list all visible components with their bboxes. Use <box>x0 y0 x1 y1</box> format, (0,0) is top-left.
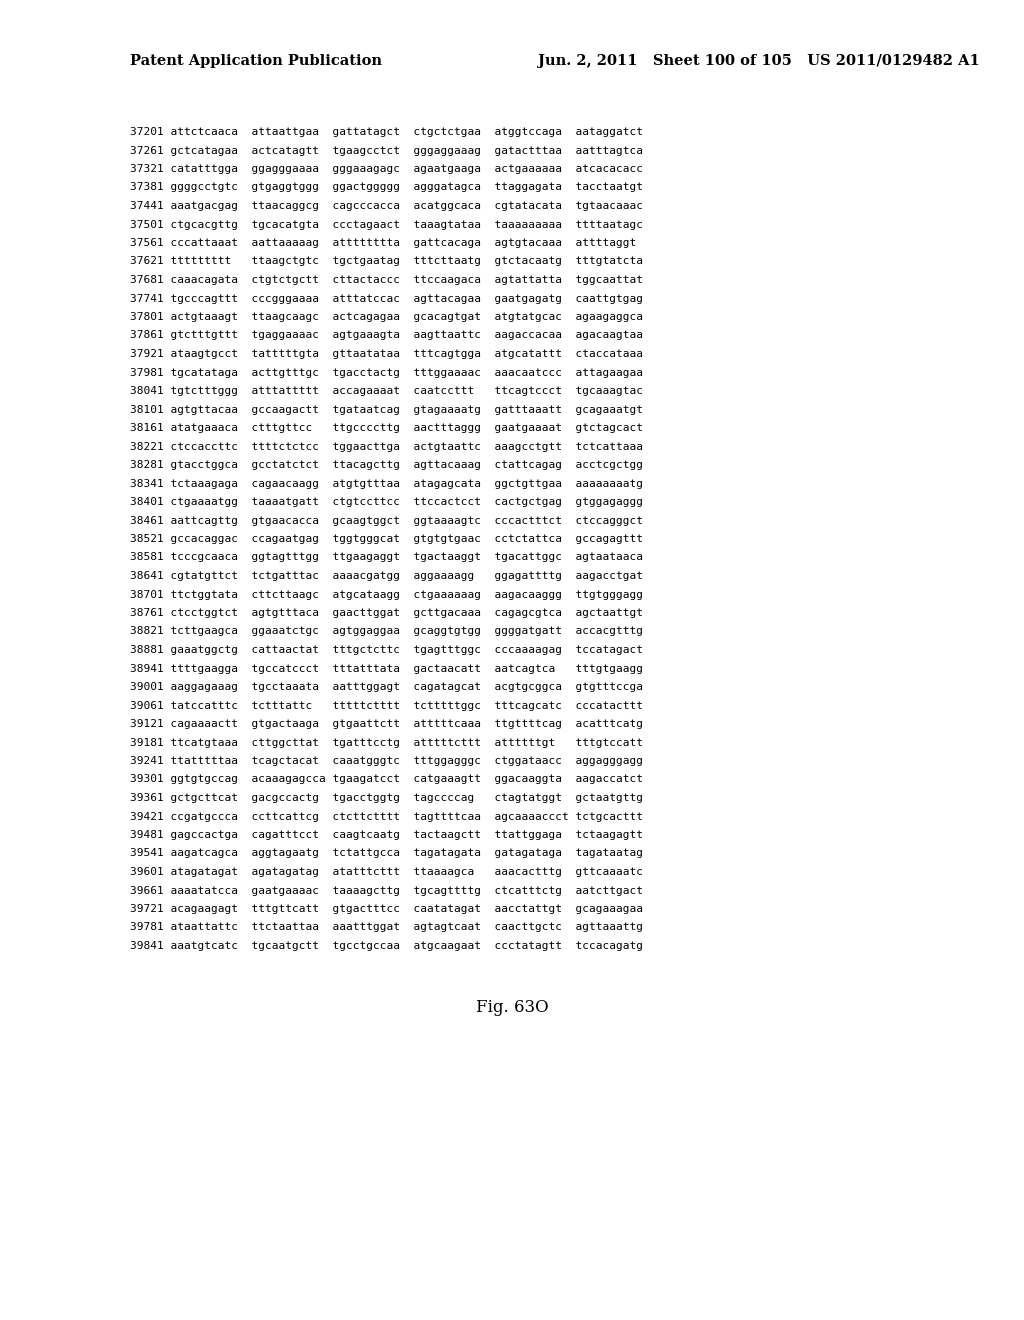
Text: 39481 gagccactga  cagatttcct  caagtcaatg  tactaagctt  ttattggaga  tctaagagtt: 39481 gagccactga cagatttcct caagtcaatg t… <box>130 830 643 840</box>
Text: 39181 ttcatgtaaa  cttggcttat  tgatttcctg  atttttcttt  attttttgt   tttgtccatt: 39181 ttcatgtaaa cttggcttat tgatttcctg a… <box>130 738 643 747</box>
Text: 38641 cgtatgttct  tctgatttac  aaaacgatgg  aggaaaagg   ggagattttg  aagacctgat: 38641 cgtatgttct tctgatttac aaaacgatgg a… <box>130 572 643 581</box>
Text: 39781 ataattattc  ttctaattaa  aaatttggat  agtagtcaat  caacttgctc  agttaaattg: 39781 ataattattc ttctaattaa aaatttggat a… <box>130 923 643 932</box>
Text: 38041 tgtctttggg  atttattttt  accagaaaat  caatccttt   ttcagtccct  tgcaaagtac: 38041 tgtctttggg atttattttt accagaaaat c… <box>130 385 643 396</box>
Text: 37801 actgtaaagt  ttaagcaagc  actcagagaa  gcacagtgat  atgtatgcac  agaagaggca: 37801 actgtaaagt ttaagcaagc actcagagaa g… <box>130 312 643 322</box>
Text: 38341 tctaaagaga  cagaacaagg  atgtgtttaa  atagagcata  ggctgttgaa  aaaaaaaatg: 38341 tctaaagaga cagaacaagg atgtgtttaa a… <box>130 479 643 488</box>
Text: 37261 gctcatagaa  actcatagtt  tgaagcctct  gggaggaaag  gatactttaa  aatttagtca: 37261 gctcatagaa actcatagtt tgaagcctct g… <box>130 145 643 156</box>
Text: 38401 ctgaaaatgg  taaaatgatt  ctgtccttcc  ttccactcct  cactgctgag  gtggagaggg: 38401 ctgaaaatgg taaaatgatt ctgtccttcc t… <box>130 498 643 507</box>
Text: 37981 tgcatataga  acttgtttgc  tgacctactg  tttggaaaac  aaacaatccc  attagaagaa: 37981 tgcatataga acttgtttgc tgacctactg t… <box>130 367 643 378</box>
Text: 38521 gccacaggac  ccagaatgag  tggtgggcat  gtgtgtgaac  cctctattca  gccagagttt: 38521 gccacaggac ccagaatgag tggtgggcat g… <box>130 535 643 544</box>
Text: 38821 tcttgaagca  ggaaatctgc  agtggaggaa  gcaggtgtgg  ggggatgatt  accacgtttg: 38821 tcttgaagca ggaaatctgc agtggaggaa g… <box>130 627 643 636</box>
Text: 37681 caaacagata  ctgtctgctt  cttactaccc  ttccaagaca  agtattatta  tggcaattat: 37681 caaacagata ctgtctgctt cttactaccc t… <box>130 275 643 285</box>
Text: Fig. 63O: Fig. 63O <box>476 999 548 1016</box>
Text: 39721 acagaagagt  tttgttcatt  gtgactttcc  caatatagat  aacctattgt  gcagaaagaa: 39721 acagaagagt tttgttcatt gtgactttcc c… <box>130 904 643 913</box>
Text: 37321 catatttgga  ggagggaaaa  gggaaagagc  agaatgaaga  actgaaaaaa  atcacacacc: 37321 catatttgga ggagggaaaa gggaaagagc a… <box>130 164 643 174</box>
Text: 37201 attctcaaca  attaattgaa  gattatagct  ctgctctgaa  atggtccaga  aataggatct: 37201 attctcaaca attaattgaa gattatagct c… <box>130 127 643 137</box>
Text: 37921 ataagtgcct  tatttttgta  gttaatataa  tttcagtgga  atgcatattt  ctaccataaa: 37921 ataagtgcct tatttttgta gttaatataa t… <box>130 348 643 359</box>
Text: 38881 gaaatggctg  cattaactat  tttgctcttc  tgagtttggc  cccaaaagag  tccatagact: 38881 gaaatggctg cattaactat tttgctcttc t… <box>130 645 643 655</box>
Text: 37621 ttttttttt   ttaagctgtc  tgctgaatag  tttcttaatg  gtctacaatg  tttgtatcta: 37621 ttttttttt ttaagctgtc tgctgaatag tt… <box>130 256 643 267</box>
Text: 39541 aagatcagca  aggtagaatg  tctattgcca  tagatagata  gatagataga  tagataatag: 39541 aagatcagca aggtagaatg tctattgcca t… <box>130 849 643 858</box>
Text: 39241 ttatttttaa  tcagctacat  caaatgggtc  tttggagggc  ctggataacc  aggagggagg: 39241 ttatttttaa tcagctacat caaatgggtc t… <box>130 756 643 766</box>
Text: 38461 aattcagttg  gtgaacacca  gcaagtggct  ggtaaaagtc  cccactttct  ctccagggct: 38461 aattcagttg gtgaacacca gcaagtggct g… <box>130 516 643 525</box>
Text: 38281 gtacctggca  gcctatctct  ttacagcttg  agttacaaag  ctattcagag  acctcgctgg: 38281 gtacctggca gcctatctct ttacagcttg a… <box>130 459 643 470</box>
Text: 39301 ggtgtgccag  acaaagagcca tgaagatcct  catgaaagtt  ggacaaggta  aagaccatct: 39301 ggtgtgccag acaaagagcca tgaagatcct … <box>130 775 643 784</box>
Text: 38761 ctcctggtct  agtgtttaca  gaacttggat  gcttgacaaa  cagagcgtca  agctaattgt: 38761 ctcctggtct agtgtttaca gaacttggat g… <box>130 609 643 618</box>
Text: 39661 aaaatatcca  gaatgaaaac  taaaagcttg  tgcagttttg  ctcatttctg  aatcttgact: 39661 aaaatatcca gaatgaaaac taaaagcttg t… <box>130 886 643 895</box>
Text: 38701 ttctggtata  cttcttaagc  atgcataagg  ctgaaaaaag  aagacaaggg  ttgtgggagg: 38701 ttctggtata cttcttaagc atgcataagg c… <box>130 590 643 599</box>
Text: 37441 aaatgacgag  ttaacaggcg  cagcccacca  acatggcaca  cgtatacata  tgtaacaaac: 37441 aaatgacgag ttaacaggcg cagcccacca a… <box>130 201 643 211</box>
Text: 37741 tgcccagttt  cccgggaaaa  atttatccac  agttacagaa  gaatgagatg  caattgtgag: 37741 tgcccagttt cccgggaaaa atttatccac a… <box>130 293 643 304</box>
Text: Jun. 2, 2011   Sheet 100 of 105   US 2011/0129482 A1: Jun. 2, 2011 Sheet 100 of 105 US 2011/01… <box>539 54 980 69</box>
Text: 38581 tcccgcaaca  ggtagtttgg  ttgaagaggt  tgactaaggt  tgacattggc  agtaataaca: 38581 tcccgcaaca ggtagtttgg ttgaagaggt t… <box>130 553 643 562</box>
Text: Patent Application Publication: Patent Application Publication <box>130 54 382 69</box>
Text: 37561 cccattaaat  aattaaaaag  atttttttta  gattcacaga  agtgtacaaa  attttaggt: 37561 cccattaaat aattaaaaag atttttttta g… <box>130 238 636 248</box>
Text: 38101 agtgttacaa  gccaagactt  tgataatcag  gtagaaaatg  gatttaaatt  gcagaaatgt: 38101 agtgttacaa gccaagactt tgataatcag g… <box>130 404 643 414</box>
Text: 38161 atatgaaaca  ctttgttcc   ttgccccttg  aactttaggg  gaatgaaaat  gtctagcact: 38161 atatgaaaca ctttgttcc ttgccccttg aa… <box>130 422 643 433</box>
Text: 39001 aaggagaaag  tgcctaaata  aatttggagt  cagatagcat  acgtgcggca  gtgtttccga: 39001 aaggagaaag tgcctaaata aatttggagt c… <box>130 682 643 692</box>
Text: 37501 ctgcacgttg  tgcacatgta  ccctagaact  taaagtataa  taaaaaaaaa  ttttaatagc: 37501 ctgcacgttg tgcacatgta ccctagaact t… <box>130 219 643 230</box>
Text: 37381 ggggcctgtc  gtgaggtggg  ggactggggg  agggatagca  ttaggagata  tacctaatgt: 37381 ggggcctgtc gtgaggtggg ggactggggg a… <box>130 182 643 193</box>
Text: 39601 atagatagat  agatagatag  atatttcttt  ttaaaagca   aaacactttg  gttcaaaatc: 39601 atagatagat agatagatag atatttcttt t… <box>130 867 643 876</box>
Text: 39841 aaatgtcatc  tgcaatgctt  tgcctgccaa  atgcaagaat  ccctatagtt  tccacagatg: 39841 aaatgtcatc tgcaatgctt tgcctgccaa a… <box>130 941 643 950</box>
Text: 39421 ccgatgccca  ccttcattcg  ctcttctttt  tagttttcaa  agcaaaaccct tctgcacttt: 39421 ccgatgccca ccttcattcg ctcttctttt t… <box>130 812 643 821</box>
Text: 39061 tatccatttc  tctttattc   tttttctttt  tctttttggc  tttcagcatc  cccatacttt: 39061 tatccatttc tctttattc tttttctttt tc… <box>130 701 643 710</box>
Text: 39121 cagaaaactt  gtgactaaga  gtgaattctt  atttttcaaa  ttgttttcag  acatttcatg: 39121 cagaaaactt gtgactaaga gtgaattctt a… <box>130 719 643 729</box>
Text: 38221 ctccaccttc  ttttctctcc  tggaacttga  actgtaattc  aaagcctgtt  tctcattaaa: 38221 ctccaccttc ttttctctcc tggaacttga a… <box>130 441 643 451</box>
Text: 39361 gctgcttcat  gacgccactg  tgacctggtg  tagccccag   ctagtatggt  gctaatgttg: 39361 gctgcttcat gacgccactg tgacctggtg t… <box>130 793 643 803</box>
Text: 38941 ttttgaagga  tgccatccct  tttatttata  gactaacatt  aatcagtca   tttgtgaagg: 38941 ttttgaagga tgccatccct tttatttata g… <box>130 664 643 673</box>
Text: 37861 gtctttgttt  tgaggaaaac  agtgaaagta  aagttaattc  aagaccacaa  agacaagtaa: 37861 gtctttgttt tgaggaaaac agtgaaagta a… <box>130 330 643 341</box>
